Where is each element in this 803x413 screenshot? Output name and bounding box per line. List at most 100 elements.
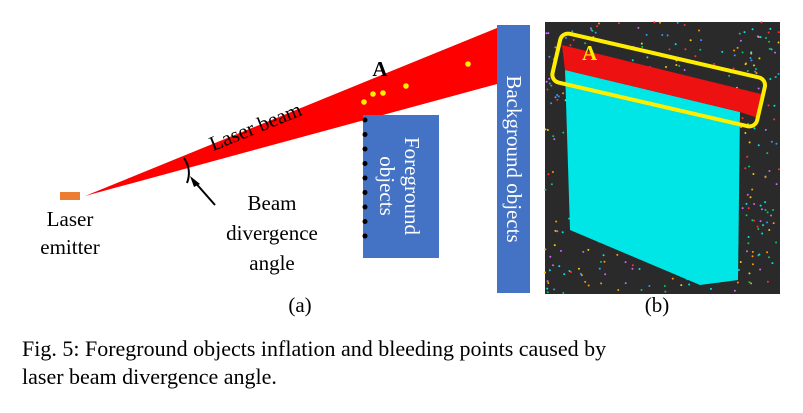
highlight-box xyxy=(550,31,768,129)
laser-emitter-icon xyxy=(60,192,80,200)
point xyxy=(694,55,697,58)
point xyxy=(572,39,575,42)
point xyxy=(736,281,739,284)
point xyxy=(747,207,750,210)
panel-caption: (b) xyxy=(645,293,670,317)
point xyxy=(757,228,760,231)
point xyxy=(546,128,549,131)
point xyxy=(664,290,667,293)
point xyxy=(465,61,471,67)
point xyxy=(764,176,767,179)
point xyxy=(751,219,754,222)
angle-arc xyxy=(183,157,190,184)
bleeding-band xyxy=(562,45,765,118)
point xyxy=(774,51,777,54)
point xyxy=(775,241,778,244)
point xyxy=(684,48,687,51)
point xyxy=(751,250,754,253)
point xyxy=(699,48,702,51)
point xyxy=(753,127,756,130)
point xyxy=(663,285,666,288)
point xyxy=(580,274,583,277)
point xyxy=(548,82,551,85)
point xyxy=(775,142,778,145)
point xyxy=(604,273,607,276)
point xyxy=(638,268,641,271)
point xyxy=(746,70,749,73)
point xyxy=(777,41,780,44)
point xyxy=(591,29,594,32)
point xyxy=(773,118,776,121)
point xyxy=(545,80,548,83)
point xyxy=(562,291,565,294)
point xyxy=(587,248,590,251)
point xyxy=(554,229,557,232)
point xyxy=(562,131,565,134)
point xyxy=(753,219,756,222)
point xyxy=(584,280,587,283)
point xyxy=(743,31,746,34)
point xyxy=(548,55,551,58)
point xyxy=(546,287,549,290)
point xyxy=(680,284,683,287)
point xyxy=(671,277,674,280)
point xyxy=(631,264,634,267)
point xyxy=(599,260,602,263)
point xyxy=(754,68,757,71)
point xyxy=(767,256,770,259)
caption: Fig. 5: Foreground objects inflation and… xyxy=(22,336,606,361)
point xyxy=(362,204,368,210)
point xyxy=(602,254,605,257)
point xyxy=(678,64,681,67)
point xyxy=(777,31,780,34)
panel-caption: (a) xyxy=(288,293,311,317)
point xyxy=(768,47,771,50)
point xyxy=(749,196,752,199)
point xyxy=(553,138,556,141)
point xyxy=(752,64,755,67)
point xyxy=(555,220,558,223)
point xyxy=(380,90,386,96)
point xyxy=(769,27,772,30)
point xyxy=(361,99,367,105)
point xyxy=(764,209,767,212)
point xyxy=(769,77,772,80)
point xyxy=(640,289,643,292)
point xyxy=(709,287,712,290)
point xyxy=(362,146,368,152)
point xyxy=(745,250,748,253)
point xyxy=(658,21,661,24)
point xyxy=(746,193,749,196)
point xyxy=(564,36,567,39)
point xyxy=(749,57,752,60)
point xyxy=(362,161,368,166)
point xyxy=(546,291,549,294)
point xyxy=(587,284,590,287)
point xyxy=(563,273,566,276)
point xyxy=(744,63,747,66)
point xyxy=(751,263,754,266)
point xyxy=(736,46,739,49)
point xyxy=(768,40,771,43)
point xyxy=(646,56,649,59)
point xyxy=(770,214,773,217)
point xyxy=(744,167,747,170)
point xyxy=(362,117,368,123)
point xyxy=(745,214,748,217)
point xyxy=(766,251,769,254)
point xyxy=(752,172,755,175)
point xyxy=(737,268,740,271)
point xyxy=(547,282,550,285)
point xyxy=(550,183,553,186)
laser-beam xyxy=(85,28,497,196)
point xyxy=(756,225,759,228)
point xyxy=(688,283,691,286)
point xyxy=(713,63,716,66)
point xyxy=(596,25,599,28)
point xyxy=(664,66,667,69)
point xyxy=(755,72,758,75)
point xyxy=(362,233,368,239)
point xyxy=(544,248,547,251)
point xyxy=(748,165,751,168)
point xyxy=(548,77,551,80)
